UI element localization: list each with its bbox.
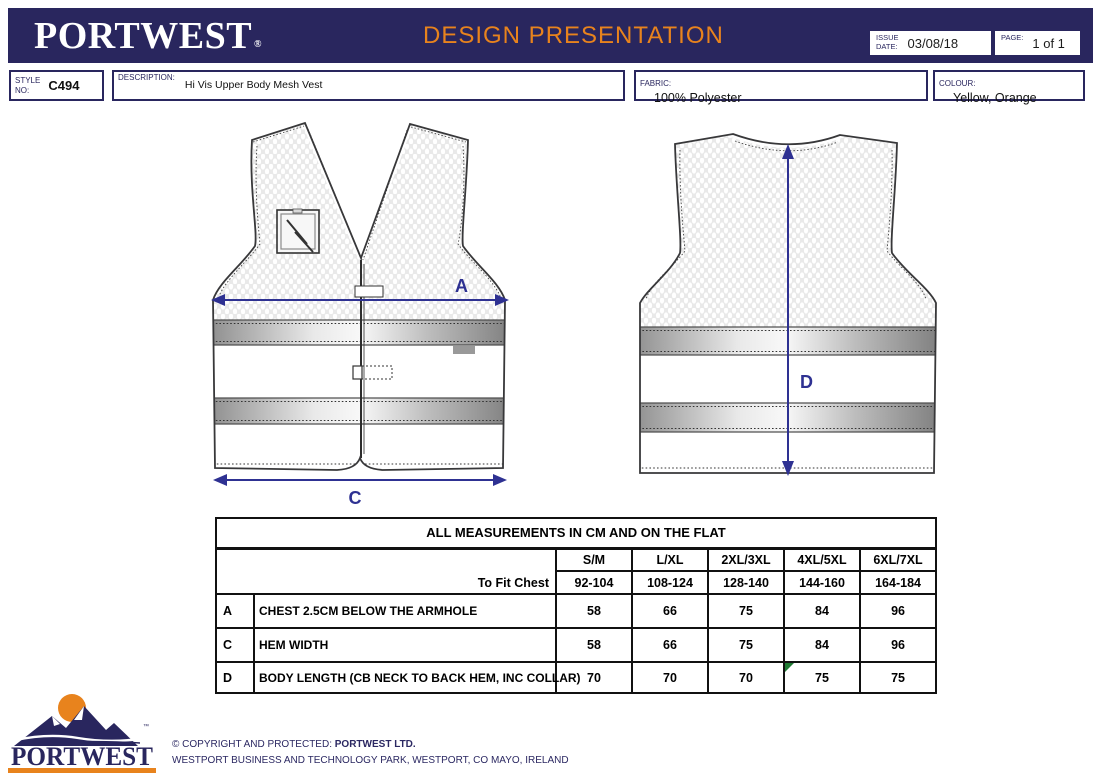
table-row: C HEM WIDTH 58 66 75 84 96 xyxy=(215,627,938,663)
page-label: PAGE: xyxy=(1001,33,1024,42)
brand-wordmark: PORTWEST ® xyxy=(34,8,262,63)
dimension-arrow-a: A xyxy=(211,276,509,306)
dimension-arrow-d: D xyxy=(782,144,813,476)
size-header: L/XL xyxy=(631,547,709,572)
size-header: S/M xyxy=(555,547,633,572)
to-fit-range: 164-184 xyxy=(858,570,938,595)
measure-value: 75 xyxy=(783,661,861,694)
style-no-box: STYLE NO: C494 xyxy=(9,70,104,101)
measure-value: 84 xyxy=(783,627,861,663)
measure-value: 75 xyxy=(858,661,938,694)
logo-underline xyxy=(8,768,156,773)
care-label xyxy=(453,346,475,354)
table-row: D BODY LENGTH (CB NECK TO BACK HEM, INC … xyxy=(215,661,938,694)
page-value: 1 of 1 xyxy=(1032,35,1065,51)
measurements-table: ALL MEASUREMENTS IN CM AND ON THE FLAT T… xyxy=(214,517,938,694)
to-fit-range: 128-140 xyxy=(707,570,785,595)
row-key: C xyxy=(215,627,255,663)
measure-value: 70 xyxy=(631,661,709,694)
measure-value: 58 xyxy=(555,593,633,629)
brand-text: PORTWEST xyxy=(34,14,253,57)
portwest-logo: ™ PORTWEST xyxy=(8,694,156,773)
row-label: HEM WIDTH xyxy=(253,627,557,663)
copyright-block: © COPYRIGHT AND PROTECTED: PORTWEST LTD.… xyxy=(172,737,569,768)
to-fit-range: 92-104 xyxy=(555,570,633,595)
to-fit-chest-label: To Fit Chest xyxy=(215,547,557,595)
fabric-value: 100% Polyester xyxy=(654,91,742,105)
row-key: D xyxy=(215,661,255,694)
row-label: CHEST 2.5CM BELOW THE ARMHOLE xyxy=(253,593,557,629)
logo-wordmark: PORTWEST xyxy=(11,742,153,771)
size-header: 4XL/5XL xyxy=(783,547,861,572)
dim-c-label: C xyxy=(349,488,362,508)
issue-date-value: 03/08/18 xyxy=(907,35,959,51)
vest-front-drawing: A C xyxy=(211,121,509,508)
registered-mark: ® xyxy=(254,39,263,50)
address-line: WESTPORT BUSINESS AND TECHNOLOGY PARK, W… xyxy=(172,754,569,766)
trademark-symbol: ™ xyxy=(143,723,149,730)
table-title: ALL MEASUREMENTS IN CM AND ON THE FLAT xyxy=(214,517,938,550)
size-header: 6XL/7XL xyxy=(858,547,938,572)
cell-comment-marker xyxy=(785,663,794,672)
dimension-arrow-c: C xyxy=(213,474,507,508)
row-key: A xyxy=(215,593,255,629)
measure-value: 70 xyxy=(555,661,633,694)
document-title: DESIGN PRESENTATION xyxy=(423,21,724,49)
header-bar: PORTWEST ® DESIGN PRESENTATION ISSUE DATE… xyxy=(8,8,1093,63)
copyright-line: © COPYRIGHT AND PROTECTED: PORTWEST LTD. xyxy=(172,739,416,750)
vest-back-drawing: D xyxy=(639,130,937,476)
measure-value: 58 xyxy=(555,627,633,663)
table-row: A CHEST 2.5CM BELOW THE ARMHOLE 58 66 75… xyxy=(215,593,938,629)
style-no-label: STYLE NO: xyxy=(15,76,41,95)
issue-date-box: ISSUE DATE: 03/08/18 xyxy=(870,31,991,55)
size-header: 2XL/3XL xyxy=(707,547,785,572)
measure-value: 84 xyxy=(783,593,861,629)
measure-value: 96 xyxy=(858,593,938,629)
description-label: DESCRIPTION: xyxy=(118,73,175,82)
to-fit-range: 108-124 xyxy=(631,570,709,595)
to-fit-range: 144-160 xyxy=(783,570,861,595)
company-name: PORTWEST LTD. xyxy=(334,739,416,750)
measure-value: 66 xyxy=(631,593,709,629)
colour-label: COLOUR: xyxy=(939,79,976,88)
description-value: Hi Vis Upper Body Mesh Vest xyxy=(184,79,323,91)
measure-value: 75 xyxy=(707,593,785,629)
colour-box: COLOUR: Yellow, Orange xyxy=(933,70,1085,105)
id-badge-pocket xyxy=(276,208,320,254)
dim-d-label: D xyxy=(800,372,813,392)
measure-value: 75 xyxy=(707,627,785,663)
issue-date-label: ISSUE DATE: xyxy=(876,33,899,51)
measure-value: 96 xyxy=(858,627,938,663)
colour-value: Yellow, Orange xyxy=(953,91,1037,105)
measure-value: 70 xyxy=(707,661,785,694)
page-box: PAGE: 1 of 1 xyxy=(995,31,1080,55)
fabric-label: FABRIC: xyxy=(640,79,672,88)
style-no-value: C494 xyxy=(48,78,80,93)
dim-a-label: A xyxy=(455,276,468,296)
row-label: BODY LENGTH (CB NECK TO BACK HEM, INC CO… xyxy=(253,661,581,694)
description-box: DESCRIPTION: Hi Vis Upper Body Mesh Vest xyxy=(112,70,625,101)
fabric-box: FABRIC: 100% Polyester xyxy=(634,70,928,105)
measure-value: 66 xyxy=(631,627,709,663)
